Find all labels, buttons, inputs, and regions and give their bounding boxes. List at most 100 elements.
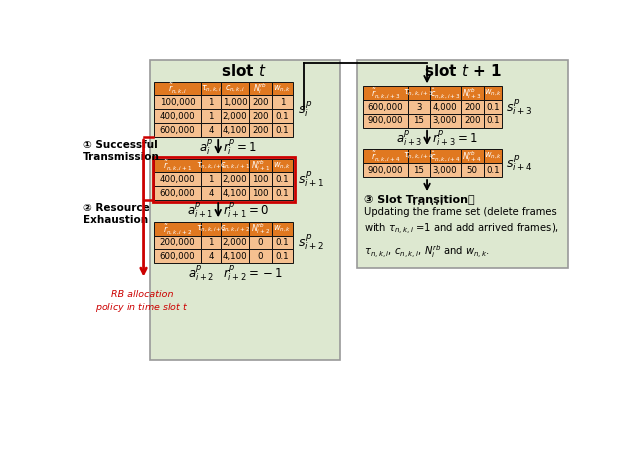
- Text: $c_{n,k,i+2}$: $c_{n,k,i+2}$: [220, 224, 250, 234]
- Bar: [221, 82, 249, 96]
- Bar: [154, 236, 201, 250]
- Text: $\tilde{r}_{n,k,i+4}$: $\tilde{r}_{n,k,i+4}$: [371, 150, 400, 163]
- Text: 0.1: 0.1: [486, 102, 500, 111]
- Text: $\tilde{r}_{n,k,i+3}$: $\tilde{r}_{n,k,i+3}$: [371, 86, 400, 100]
- Bar: [429, 100, 461, 114]
- Bar: [201, 186, 221, 200]
- Text: slot $\mathit{t}$: slot $\mathit{t}$: [221, 63, 268, 79]
- Bar: [154, 186, 201, 200]
- Text: $r_i^p = 1$: $r_i^p = 1$: [223, 137, 257, 157]
- Text: 1: 1: [280, 98, 285, 107]
- Bar: [201, 123, 221, 137]
- Bar: [429, 86, 461, 100]
- Bar: [461, 150, 484, 163]
- Bar: [363, 150, 408, 163]
- Text: 0.1: 0.1: [276, 112, 289, 121]
- Text: $c_{n,k,i+1}$: $c_{n,k,i+1}$: [220, 160, 250, 171]
- Text: 200: 200: [464, 102, 481, 111]
- Bar: [221, 236, 249, 250]
- Bar: [201, 222, 221, 236]
- Text: $\tilde{r}_{n,k,i+2}$: $\tilde{r}_{n,k,i+2}$: [163, 222, 193, 236]
- Text: $w_{n,k}$: $w_{n,k}$: [484, 88, 502, 98]
- Text: $c_{n,k,i}$: $c_{n,k,i}$: [225, 84, 245, 94]
- Bar: [201, 236, 221, 250]
- Bar: [484, 114, 502, 128]
- Text: 4,100: 4,100: [223, 252, 247, 261]
- Bar: [408, 86, 429, 100]
- Text: 400,000: 400,000: [160, 112, 195, 121]
- Bar: [249, 172, 272, 186]
- Bar: [272, 186, 293, 200]
- Bar: [201, 172, 221, 186]
- Text: RB allocation
policy in time slot $t$: RB allocation policy in time slot $t$: [95, 290, 189, 314]
- Bar: [461, 100, 484, 114]
- Bar: [363, 163, 408, 177]
- Text: 1: 1: [208, 112, 214, 121]
- Text: $\hat{c}_{n,k,i+3}$: $\hat{c}_{n,k,i+3}$: [429, 86, 460, 100]
- Bar: [201, 96, 221, 109]
- Bar: [154, 222, 201, 236]
- Bar: [201, 250, 221, 263]
- Text: 0.1: 0.1: [276, 238, 289, 247]
- Text: 600,000: 600,000: [160, 189, 195, 198]
- Text: 4,100: 4,100: [223, 189, 247, 198]
- Text: 4: 4: [208, 252, 214, 261]
- Text: $\tau_{n,k,i+4}$: $\tau_{n,k,i+4}$: [403, 151, 434, 162]
- Text: $w_{n,k}$: $w_{n,k}$: [273, 84, 292, 94]
- Text: 0.1: 0.1: [276, 175, 289, 184]
- Text: 4,000: 4,000: [433, 102, 458, 111]
- Text: 200: 200: [252, 126, 269, 135]
- Text: ② Resource
Exhaustion: ② Resource Exhaustion: [83, 203, 150, 225]
- Text: $\tau_{n,k,i}$: $\tau_{n,k,i}$: [200, 84, 221, 94]
- Text: 600,000: 600,000: [367, 102, 403, 111]
- Text: 200,000: 200,000: [160, 238, 195, 247]
- Bar: [221, 172, 249, 186]
- Text: slot $\mathit{t}$ + 1: slot $\mathit{t}$ + 1: [424, 63, 502, 79]
- Text: 50: 50: [467, 166, 477, 175]
- Bar: [272, 123, 293, 137]
- Bar: [154, 158, 201, 172]
- Bar: [429, 163, 461, 177]
- Text: 100: 100: [252, 175, 269, 184]
- Text: ③ Slot Transition：: ③ Slot Transition：: [364, 194, 475, 204]
- Bar: [272, 82, 293, 96]
- Text: 15: 15: [413, 166, 424, 175]
- Text: 200: 200: [252, 98, 269, 107]
- Text: $\hat{c}_{n,k,i+4}$: $\hat{c}_{n,k,i+4}$: [429, 150, 460, 163]
- Text: 4,100: 4,100: [223, 126, 247, 135]
- Bar: [484, 163, 502, 177]
- Text: 100: 100: [252, 189, 269, 198]
- Bar: [221, 96, 249, 109]
- Text: 1,000: 1,000: [223, 98, 247, 107]
- Text: $s_{i+1}^p$: $s_{i+1}^p$: [298, 170, 324, 189]
- Text: 900,000: 900,000: [367, 166, 403, 175]
- Text: $s_i^p$: $s_i^p$: [298, 99, 312, 119]
- Text: $N_{i+4}^{rb}$: $N_{i+4}^{rb}$: [462, 149, 482, 164]
- Bar: [408, 114, 429, 128]
- Text: $w_{n,k}$: $w_{n,k}$: [484, 151, 502, 162]
- Bar: [249, 236, 272, 250]
- Text: 0.1: 0.1: [486, 166, 500, 175]
- Text: $r_{i+2}^p = -1$: $r_{i+2}^p = -1$: [223, 264, 283, 283]
- Bar: [429, 114, 461, 128]
- Bar: [249, 186, 272, 200]
- Bar: [272, 109, 293, 123]
- Text: Updating the frame set (delete frames
with $\tau_{n,k,i}$ =1 and add arrived fra: Updating the frame set (delete frames wi…: [364, 207, 559, 260]
- Text: 3: 3: [416, 102, 421, 111]
- Bar: [221, 222, 249, 236]
- Bar: [154, 109, 201, 123]
- Text: 3,000: 3,000: [433, 116, 458, 125]
- Bar: [221, 186, 249, 200]
- Bar: [221, 250, 249, 263]
- Text: 2,000: 2,000: [223, 175, 247, 184]
- Bar: [154, 250, 201, 263]
- Text: $N_{i+2}^{rb}$: $N_{i+2}^{rb}$: [251, 221, 270, 236]
- Bar: [153, 157, 294, 202]
- Text: 0.1: 0.1: [486, 116, 500, 125]
- Bar: [154, 82, 201, 96]
- Text: 0: 0: [258, 238, 263, 247]
- Text: $a_{i+1}^p$: $a_{i+1}^p$: [188, 200, 214, 220]
- Text: 100,000: 100,000: [160, 98, 195, 107]
- Text: 0.1: 0.1: [276, 189, 289, 198]
- Text: 200: 200: [464, 116, 481, 125]
